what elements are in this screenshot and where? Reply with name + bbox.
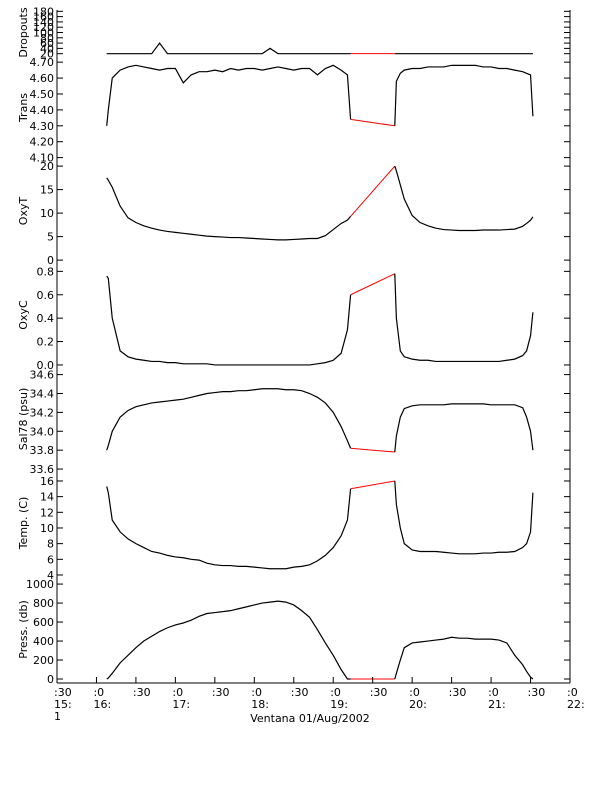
y-tick-label: 1000 [26, 578, 54, 591]
y-tick-label: 0 [47, 673, 54, 686]
gap-line [350, 447, 395, 453]
x-tick-label: :30 [528, 686, 546, 699]
x-tick-hour: 18: [251, 698, 269, 711]
y-axis-label: Sal78 (psu) [17, 388, 30, 451]
x-tick-label: :30 [291, 686, 309, 699]
x-tick-label: :0 [567, 686, 578, 699]
y-tick-label: 180 [33, 5, 54, 18]
y-axis-label: Dropouts [17, 7, 30, 57]
y-tick-label: 0.4 [37, 312, 55, 325]
x-tick-label: :30 [370, 686, 388, 699]
data-line [106, 42, 351, 55]
data-line [106, 486, 352, 570]
y-tick-label: 100 [33, 27, 54, 40]
y-tick-label: 20 [40, 160, 54, 173]
data-line [106, 64, 352, 126]
x-tick-hour: 16: [93, 698, 111, 711]
x-tick-hour: 17: [172, 698, 190, 711]
y-tick-label: 4.30 [30, 120, 55, 133]
y-tick-label: 4.50 [30, 88, 55, 101]
y-tick-label: 8 [47, 538, 54, 551]
x-tick-label: :0 [330, 686, 341, 699]
x-axis-label: Ventana 01/Aug/2002 [250, 712, 370, 725]
y-tick-label: 200 [33, 654, 54, 667]
data-line [394, 64, 534, 126]
y-tick-label: 33.8 [30, 444, 55, 457]
y-tick-label: 160 [33, 11, 54, 24]
y-tick-label: 120 [33, 21, 54, 34]
y-axis-label: OxyC [17, 300, 30, 330]
y-tick-label: 80 [40, 32, 54, 45]
y-tick-label: 600 [33, 616, 54, 629]
y-tick-label: 40 [40, 42, 54, 55]
data-line [106, 177, 352, 241]
x-tick-label: :0 [93, 686, 104, 699]
y-tick-label: 800 [33, 597, 54, 610]
y-tick-label: 4.40 [30, 104, 55, 117]
y-tick-label: 4.10 [30, 152, 55, 165]
data-line [106, 275, 352, 366]
y-tick-label: 12 [40, 506, 54, 519]
x-day-label: 1 [54, 710, 61, 723]
y-axis-label: Press. (db) [17, 600, 30, 659]
x-tick-label: :0 [409, 686, 420, 699]
y-tick-label: 5 [47, 231, 54, 244]
x-tick-hour: 20: [409, 698, 427, 711]
x-tick-hour: 21: [488, 698, 506, 711]
x-tick-label: :30 [133, 686, 151, 699]
y-tick-label: 20 [40, 48, 54, 61]
data-line [394, 480, 534, 555]
x-tick-label: :0 [251, 686, 262, 699]
y-tick-label: 400 [33, 635, 54, 648]
y-tick-label: 10 [40, 207, 54, 220]
y-tick-label: 34.4 [30, 388, 55, 401]
x-tick-label: :30 [54, 686, 72, 699]
y-tick-label: 0.0 [37, 359, 55, 372]
gap-line [350, 273, 396, 296]
x-tick-hour: 22: [567, 698, 585, 711]
y-tick-label: 10 [40, 522, 54, 535]
x-tick-label: :0 [488, 686, 499, 699]
y-tick-label: 34.0 [30, 425, 55, 438]
data-line [106, 388, 352, 451]
x-tick-label: :30 [212, 686, 230, 699]
data-line [394, 273, 534, 363]
y-tick-label: 34.6 [30, 369, 55, 382]
data-line [394, 636, 534, 680]
y-tick-label: 0.6 [37, 289, 55, 302]
gap-line [350, 165, 396, 217]
y-tick-label: 4.60 [30, 72, 55, 85]
y-axis-label: Temp. (C) [17, 497, 30, 551]
y-tick-label: 4.20 [30, 136, 55, 149]
y-axis-label: OxyT [17, 197, 30, 226]
y-tick-label: 15 [40, 184, 54, 197]
y-tick-label: 0.2 [37, 336, 55, 349]
x-tick-hour: 15: [54, 698, 72, 711]
y-tick-label: 34.2 [30, 406, 55, 419]
y-tick-label: 0 [47, 254, 54, 267]
y-tick-label: 33.6 [30, 463, 55, 476]
y-axis-label: Trans [17, 93, 30, 123]
x-tick-hour: 19: [330, 698, 348, 711]
y-tick-label: 140 [33, 16, 54, 29]
x-tick-label: :30 [449, 686, 467, 699]
y-tick-label: 16 [40, 475, 54, 488]
gap-line [350, 118, 395, 127]
data-line [106, 600, 351, 680]
y-tick-label: 60 [40, 37, 54, 50]
y-tick-label: 4 [47, 569, 54, 582]
y-tick-label: 4.70 [30, 56, 55, 69]
y-tick-label: 14 [40, 491, 54, 504]
x-tick-label: :0 [172, 686, 183, 699]
y-tick-label: 0.8 [37, 265, 55, 278]
gap-line [350, 480, 395, 490]
data-line [394, 403, 534, 453]
y-tick-label: 6 [47, 553, 54, 566]
data-line [394, 165, 534, 232]
